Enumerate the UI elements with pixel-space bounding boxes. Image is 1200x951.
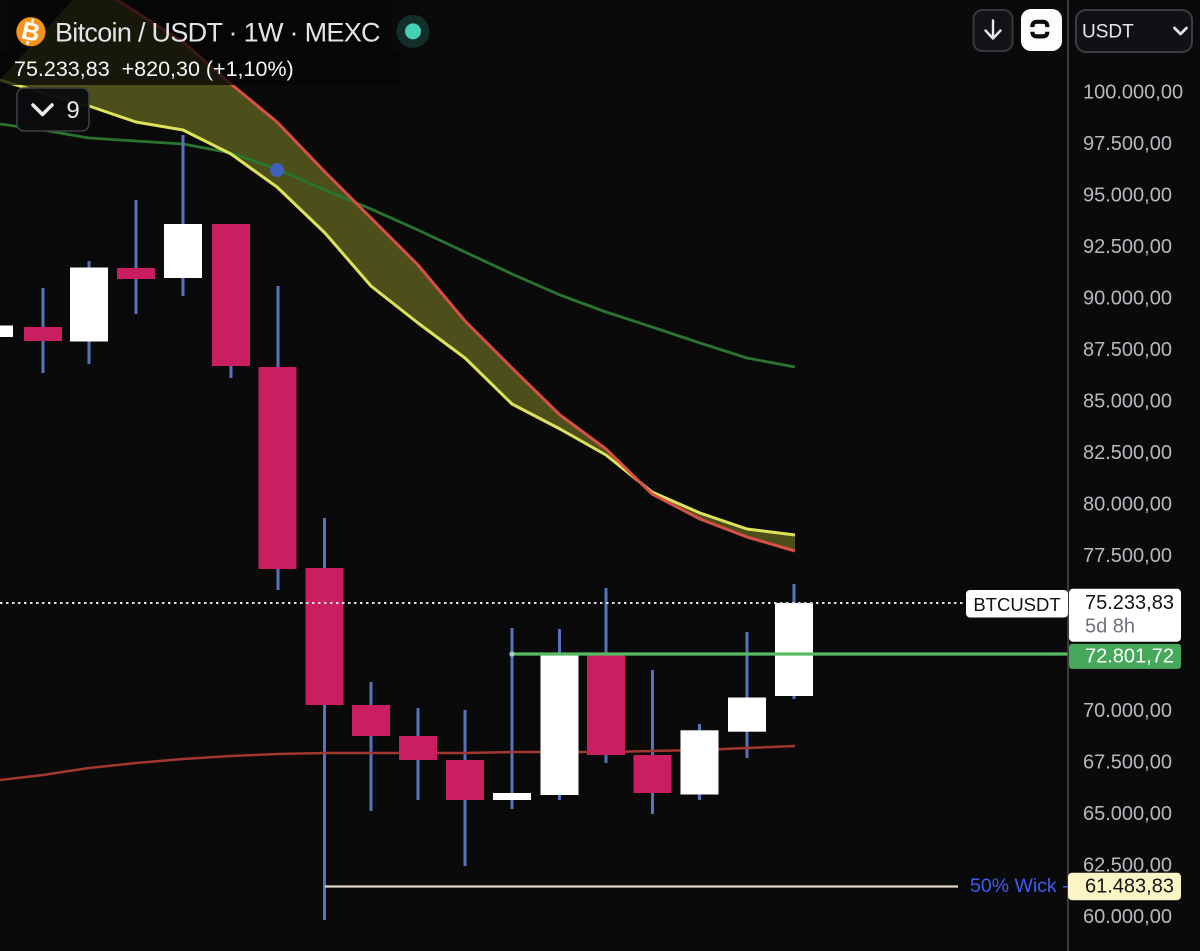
svg-text:67.500,00: 67.500,00 [1083,751,1172,773]
svg-text:62.500,00: 62.500,00 [1083,855,1172,877]
svg-text:100.000,00: 100.000,00 [1083,81,1183,103]
svg-text:Bitcoin / USDT · 1W · MEXC: Bitcoin / USDT · 1W · MEXC [55,18,380,48]
svg-text:77.500,00: 77.500,00 [1083,545,1172,567]
svg-text:92.500,00: 92.500,00 [1083,236,1172,258]
svg-text:95.000,00: 95.000,00 [1083,184,1172,206]
svg-text:61.483,83: 61.483,83 [1085,876,1174,898]
svg-text:72.801,72: 72.801,72 [1085,646,1174,668]
svg-text:BTCUSDT: BTCUSDT [973,594,1060,615]
svg-text:9: 9 [66,97,79,124]
svg-text:70.000,00: 70.000,00 [1083,700,1172,722]
svg-text:50% Wick -: 50% Wick - [970,875,1069,897]
svg-text:80.000,00: 80.000,00 [1083,494,1172,516]
svg-text:USDT: USDT [1082,22,1134,43]
svg-text:B: B [19,17,43,48]
svg-text:87.500,00: 87.500,00 [1083,339,1172,361]
svg-text:85.000,00: 85.000,00 [1083,391,1172,413]
svg-text:90.000,00: 90.000,00 [1083,288,1172,310]
svg-text:5d 8h: 5d 8h [1085,616,1135,638]
svg-text:97.500,00: 97.500,00 [1083,133,1172,155]
svg-text:75.233,83 +820,30 (+1,10%): 75.233,83 +820,30 (+1,10%) [14,57,294,81]
svg-text:65.000,00: 65.000,00 [1083,803,1172,825]
svg-text:60.000,00: 60.000,00 [1083,906,1172,928]
svg-text:75.233,83: 75.233,83 [1085,592,1174,614]
svg-text:82.500,00: 82.500,00 [1083,442,1172,464]
